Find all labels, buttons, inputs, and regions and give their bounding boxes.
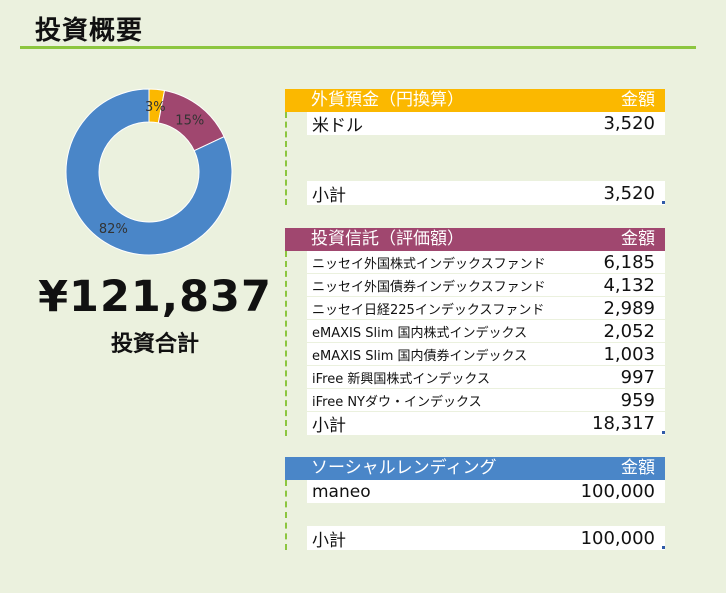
allocation-donut-chart: 3% 15% 82% — [65, 88, 233, 256]
fund-item-label: eMAXIS Slim 国内株式インデックス — [312, 325, 528, 341]
fx-deposit-rows: 米ドル 3,520 小計 3,520 — [285, 112, 665, 206]
fund-subtotal-value: 18,317 — [592, 413, 655, 434]
table-row: ニッセイ日経225インデックスファンド 2,989 — [307, 297, 665, 320]
investment-trust-amount-header: 金額 — [621, 229, 655, 249]
investment-trust-section: 投資信託（評価額） 金額 ニッセイ外国株式インデックスファンド 6,185 ニッ… — [285, 228, 665, 436]
table-row: ニッセイ外国債券インデックスファンド 4,132 — [307, 274, 665, 297]
fx-subtotal-value: 3,520 — [603, 182, 655, 204]
total-investment-amount: ¥121,837 — [38, 272, 272, 322]
social-lending-rows: maneo 100,000 小計 100,000 — [285, 480, 665, 551]
empty-row — [307, 503, 665, 526]
fund-item-label: iFree 新興国株式インデックス — [312, 371, 490, 387]
fund-item-value: 4,132 — [603, 274, 655, 296]
fund-subtotal-row: 小計 18,317 — [307, 412, 665, 436]
table-row: iFree 新興国株式インデックス 997 — [307, 366, 665, 389]
donut-slice — [65, 88, 233, 256]
table-row: eMAXIS Slim 国内株式インデックス 2,052 — [307, 320, 665, 343]
investment-trust-header: 投資信託（評価額） 金額 — [285, 228, 665, 251]
fund-item-label: ニッセイ外国株式インデックスファンド — [312, 256, 546, 272]
fund-item-value: 6,185 — [603, 251, 655, 273]
fund-subtotal-label: 小計 — [312, 416, 346, 436]
fund-item-label: ニッセイ外国債券インデックスファンド — [312, 279, 546, 295]
fx-item-value: 3,520 — [603, 113, 655, 134]
social-lending-title: ソーシャルレンディング — [311, 458, 497, 478]
table-row: 米ドル 3,520 — [307, 112, 665, 136]
lending-item-label: maneo — [312, 481, 371, 502]
fund-item-label: iFree NYダウ・インデックス — [312, 394, 482, 410]
investment-trust-rows: ニッセイ外国株式インデックスファンド 6,185 ニッセイ外国債券インデックスフ… — [285, 251, 665, 436]
fx-deposit-title: 外貨預金（円換算） — [311, 90, 464, 110]
title-underline — [20, 46, 696, 49]
fund-item-value: 959 — [620, 389, 655, 411]
investment-trust-title: 投資信託（評価額） — [311, 229, 464, 249]
social-lending-amount-header: 金額 — [621, 458, 655, 478]
fx-deposit-header: 外貨預金（円換算） 金額 — [285, 89, 665, 112]
social-lending-section: ソーシャルレンディング 金額 maneo 100,000 小計 100,000 — [285, 457, 665, 551]
lending-subtotal-value: 100,000 — [580, 527, 655, 549]
page-title: 投資概要 — [35, 16, 144, 46]
fund-item-value: 2,052 — [603, 320, 655, 342]
fx-subtotal-label: 小計 — [312, 185, 346, 206]
empty-row — [307, 158, 665, 181]
donut-slice-label: 15% — [175, 113, 204, 128]
fx-item-label: 米ドル — [312, 116, 363, 136]
lending-subtotal-label: 小計 — [312, 530, 346, 551]
table-row: eMAXIS Slim 国内債券インデックス 1,003 — [307, 343, 665, 366]
donut-slice-label: 3% — [145, 100, 166, 115]
donut-slice-label: 82% — [99, 222, 128, 237]
social-lending-header: ソーシャルレンディング 金額 — [285, 457, 665, 480]
fx-deposit-section: 外貨預金（円換算） 金額 米ドル 3,520 小計 3,520 — [285, 89, 665, 206]
fund-item-label: ニッセイ日経225インデックスファンド — [312, 302, 545, 318]
table-row: maneo 100,000 — [307, 480, 665, 503]
fund-item-value: 2,989 — [603, 297, 655, 319]
table-row: iFree NYダウ・インデックス 959 — [307, 389, 665, 412]
table-row: ニッセイ外国株式インデックスファンド 6,185 — [307, 251, 665, 274]
lending-item-value: 100,000 — [580, 481, 655, 502]
fx-subtotal-row: 小計 3,520 — [307, 181, 665, 206]
fx-deposit-amount-header: 金額 — [621, 90, 655, 110]
lending-subtotal-row: 小計 100,000 — [307, 526, 665, 551]
fund-item-value: 1,003 — [603, 343, 655, 365]
empty-row — [307, 135, 665, 158]
total-investment-label: 投資合計 — [110, 332, 199, 357]
fund-item-label: eMAXIS Slim 国内債券インデックス — [312, 348, 528, 364]
fund-item-value: 997 — [620, 366, 655, 388]
